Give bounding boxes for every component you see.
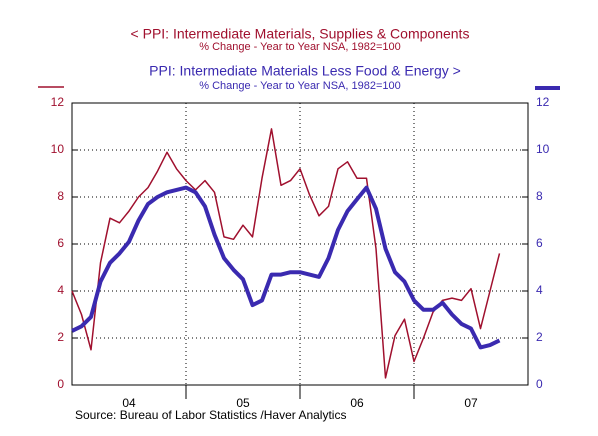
y2-tick-label: 2 [536,330,543,344]
y-tick-label: 2 [57,330,64,344]
y-tick-label: 0 [57,377,64,391]
y-tick-label: 4 [57,283,64,297]
y-tick-label: 12 [51,95,65,109]
plot-frame [71,102,529,386]
y2-tick-label: 4 [536,283,543,297]
x-tick-label: 05 [236,396,250,410]
series-title: < PPI: Intermediate Materials, Supplies … [131,26,470,42]
source: Source: Bureau of Labor Statistics /Have… [75,408,346,422]
series-title: PPI: Intermediate Materials Less Food & … [149,63,461,79]
y2-tick-label: 6 [536,236,543,250]
series-line [71,185,501,350]
y2-tick-label: 10 [536,142,550,156]
y-tick-label: 6 [57,236,64,250]
y-tick-label: 10 [51,142,65,156]
y-tick-label: 8 [57,189,64,203]
x-tick-label: 04 [122,396,136,410]
series-line [71,128,501,379]
y2-tick-label: 8 [536,189,543,203]
x-tick-label: 07 [464,396,478,410]
x-tick-label: 06 [350,396,364,410]
series-subtitle: % Change - Year to Year NSA, 1982=100 [199,41,401,53]
series-subtitle: % Change - Year to Year NSA, 1982=100 [199,80,401,92]
y2-tick-label: 12 [536,95,550,109]
y2-tick-label: 0 [536,377,543,391]
